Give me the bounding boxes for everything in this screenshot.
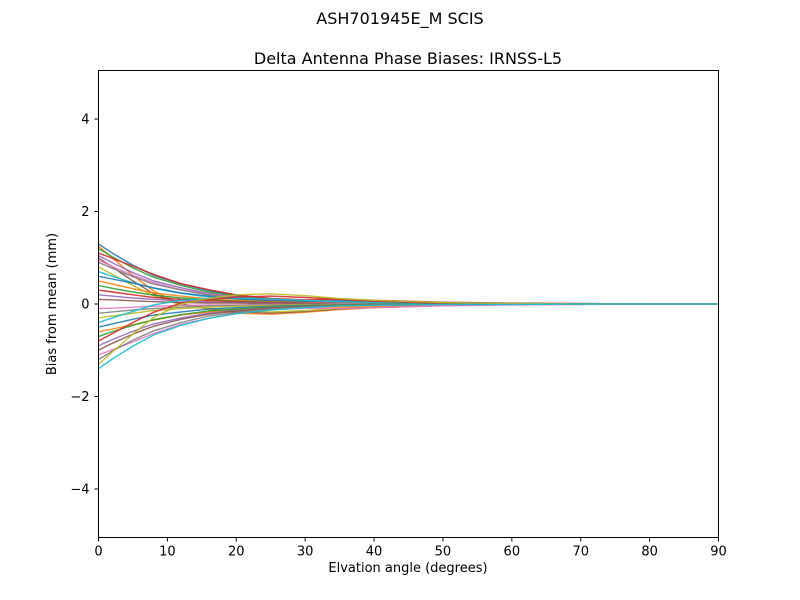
series-line [97,303,720,361]
x-tick-label: 40 [366,545,383,560]
x-axis-label: Elvation angle (degrees) [328,561,487,576]
y-axis-label: Bias from mean (mm) [45,233,60,375]
y-tick-label: 0 [81,298,89,313]
figure-suptitle: ASH701945E_M SCIS [316,9,483,29]
y-tick-label: −4 [70,482,89,497]
y-tick-label: −2 [70,390,89,405]
series-line [97,252,720,305]
x-tick-label: 20 [228,545,245,560]
x-tick-label: 70 [572,545,589,560]
x-tick-label: 30 [297,545,314,560]
series-line [97,247,720,305]
x-tick-label: 90 [710,545,727,560]
y-tick-label: 2 [81,205,89,220]
axes-title: Delta Antenna Phase Biases: IRNSS-L5 [254,49,562,68]
x-tick-label: 80 [641,545,658,560]
x-tick-label: 60 [504,545,521,560]
axes-layer: 0 10 20 30 40 50 60 70 80 90 −4 −2 0 2 4 [70,70,727,560]
x-tick-label: 10 [159,545,176,560]
y-tick-label: 4 [81,113,89,128]
series-line [97,303,720,356]
x-tick-label: 0 [94,545,102,560]
x-tick-label: 50 [435,545,452,560]
series-line [97,303,720,370]
